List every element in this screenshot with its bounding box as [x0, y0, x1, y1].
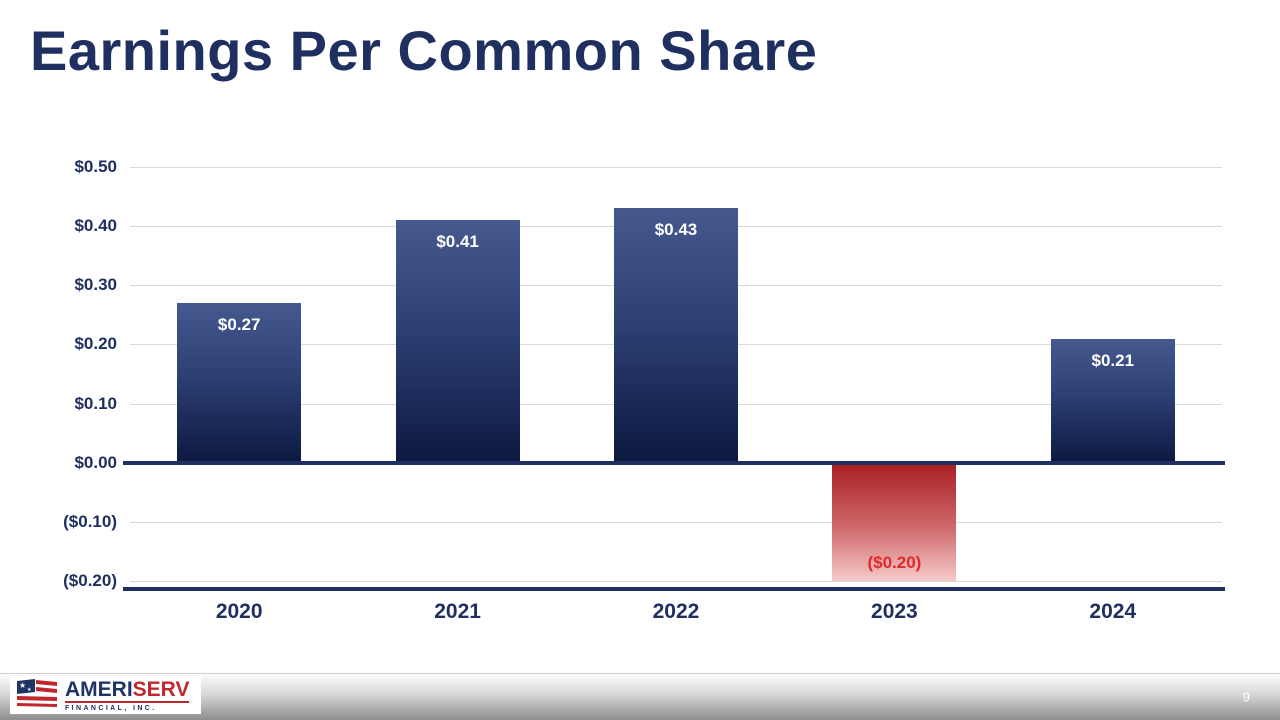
- x-axis-label: 2021: [434, 600, 481, 623]
- bar-2021: [395, 220, 520, 463]
- y-axis-tick-label: $0.40: [74, 216, 117, 236]
- x-axis-label: 2020: [215, 600, 263, 623]
- chart-plot-area: $0.50 $0.40 $0.30 $0.20 $0.10 $0.00 ($0.10) ($0…: [63, 157, 1225, 623]
- bar-2024: [1050, 338, 1175, 463]
- bar-2022: [614, 208, 738, 463]
- page-number: 9: [1242, 689, 1250, 705]
- gridline: [130, 521, 1222, 523]
- logo-wordmark-serv: SERV: [132, 677, 190, 701]
- logo-wordmark: AMERISERV: [65, 677, 190, 703]
- svg-text:★: ★: [27, 687, 32, 693]
- x-axis-line: [123, 587, 1225, 591]
- y-axis-tick-label: ($0.10): [63, 511, 117, 531]
- bar-value-label: $0.27: [217, 315, 261, 334]
- y-axis-tick-label: $0.20: [74, 334, 117, 354]
- bar-value-label: $0.21: [1091, 350, 1135, 370]
- gridline: [130, 581, 1222, 582]
- logo-wordmark-ameri: AMERI: [65, 677, 133, 701]
- y-axis-tick-label: $0.30: [74, 275, 117, 295]
- ameriserv-flag-icon: ★ ★: [16, 678, 58, 713]
- x-axis-label: 2024: [1089, 600, 1137, 623]
- y-axis-tick-label: ($0.20): [63, 571, 117, 590]
- svg-text:★: ★: [19, 681, 26, 690]
- zero-axis-line: [123, 460, 1225, 465]
- bar-2023: [832, 462, 957, 581]
- y-axis-tick-label: $0.10: [74, 393, 117, 413]
- y-axis-tick-label: $0.50: [74, 157, 117, 176]
- bar-value-label: ($0.20): [867, 553, 922, 572]
- y-axis-tick-label: $0.00: [74, 452, 117, 472]
- footer-bar: ★ ★ AMERISERV FINANCIAL, INC. 9: [0, 673, 1280, 720]
- logo-text-block: AMERISERV FINANCIAL, INC.: [65, 677, 190, 712]
- page-title: Earnings Per Common Share: [30, 19, 818, 82]
- bar-2020: [177, 303, 302, 463]
- x-axis-label: 2022: [652, 600, 700, 623]
- logo-subtext: FINANCIAL, INC.: [65, 704, 157, 712]
- ameriserv-logo: ★ ★ AMERISERV FINANCIAL, INC.: [10, 676, 202, 714]
- bar-value-label: $0.41: [436, 232, 479, 252]
- x-axis-label: 2023: [871, 600, 918, 623]
- bar-value-label: $0.43: [654, 220, 698, 240]
- gridline: [130, 167, 1222, 168]
